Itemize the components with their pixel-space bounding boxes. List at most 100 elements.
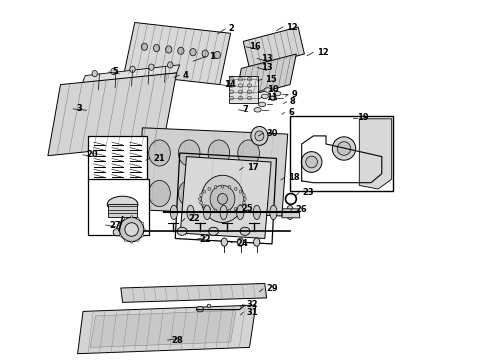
Ellipse shape [240,227,250,235]
Text: 18: 18 [288,173,300,182]
Ellipse shape [270,96,276,100]
Text: 22: 22 [188,214,200,223]
Text: 10: 10 [267,85,278,94]
Ellipse shape [286,205,294,220]
Text: 5: 5 [112,68,118,77]
Ellipse shape [337,142,351,155]
Polygon shape [243,27,304,68]
Ellipse shape [92,71,98,77]
Text: 13: 13 [261,63,272,72]
Ellipse shape [270,205,277,220]
Ellipse shape [200,194,202,197]
Ellipse shape [178,47,184,54]
Ellipse shape [196,306,204,312]
Ellipse shape [124,217,126,220]
Ellipse shape [141,43,147,50]
Ellipse shape [238,90,243,94]
Text: 7: 7 [242,105,248,114]
Polygon shape [48,73,176,156]
Polygon shape [359,119,392,189]
Text: 11: 11 [266,93,277,102]
Ellipse shape [208,207,211,211]
Ellipse shape [238,84,243,87]
Ellipse shape [237,238,244,246]
Text: 32: 32 [247,300,258,309]
Ellipse shape [261,94,269,99]
Polygon shape [121,284,267,302]
Ellipse shape [125,223,138,236]
Ellipse shape [148,64,154,70]
Polygon shape [229,76,258,103]
Ellipse shape [243,201,245,204]
Ellipse shape [253,205,260,220]
Ellipse shape [214,209,217,212]
Text: 6: 6 [288,108,294,117]
Text: 21: 21 [153,154,165,163]
Text: 3: 3 [77,104,82,113]
Ellipse shape [238,77,243,81]
Text: 31: 31 [247,308,258,317]
Text: 13: 13 [261,54,272,63]
Ellipse shape [208,180,230,207]
Ellipse shape [254,108,261,112]
Ellipse shape [365,158,383,176]
Text: 14: 14 [224,80,236,89]
Ellipse shape [208,187,211,190]
Ellipse shape [166,46,172,53]
Ellipse shape [239,204,242,208]
Text: 24: 24 [236,239,248,248]
Ellipse shape [238,180,259,207]
Ellipse shape [239,190,242,193]
Ellipse shape [229,90,234,94]
Polygon shape [137,128,288,216]
Ellipse shape [130,66,135,72]
Polygon shape [235,54,296,99]
Ellipse shape [274,91,281,96]
Ellipse shape [143,228,146,231]
Ellipse shape [214,51,220,59]
Ellipse shape [229,77,234,81]
Ellipse shape [218,194,227,204]
Ellipse shape [198,197,201,201]
Text: 30: 30 [267,129,278,138]
Text: 4: 4 [183,71,189,80]
Ellipse shape [200,201,202,204]
Text: 15: 15 [265,75,277,84]
Ellipse shape [130,241,133,243]
Bar [290,116,392,191]
Ellipse shape [207,304,211,308]
Ellipse shape [120,222,122,224]
Ellipse shape [301,152,322,172]
Ellipse shape [229,96,234,100]
Text: 29: 29 [267,284,278,293]
Ellipse shape [120,217,144,242]
Text: 9: 9 [292,90,297,99]
Ellipse shape [247,84,252,87]
Ellipse shape [208,140,230,166]
Ellipse shape [142,235,144,237]
Ellipse shape [137,239,139,242]
Bar [88,136,147,180]
Ellipse shape [178,140,200,166]
Text: 27: 27 [109,220,121,230]
Polygon shape [124,22,231,85]
Polygon shape [108,204,137,217]
Polygon shape [82,65,180,84]
Ellipse shape [229,84,234,87]
Ellipse shape [228,209,231,212]
Text: 8: 8 [290,97,296,106]
Ellipse shape [238,96,243,100]
Ellipse shape [247,96,252,100]
Ellipse shape [251,126,268,145]
Text: 28: 28 [171,336,183,345]
Text: 1: 1 [209,52,215,61]
Ellipse shape [137,217,139,220]
Ellipse shape [190,49,196,56]
Ellipse shape [214,185,217,189]
Ellipse shape [178,180,200,207]
Ellipse shape [130,216,133,218]
Ellipse shape [203,205,211,220]
Polygon shape [180,157,271,239]
Ellipse shape [238,140,259,166]
Ellipse shape [201,175,244,222]
